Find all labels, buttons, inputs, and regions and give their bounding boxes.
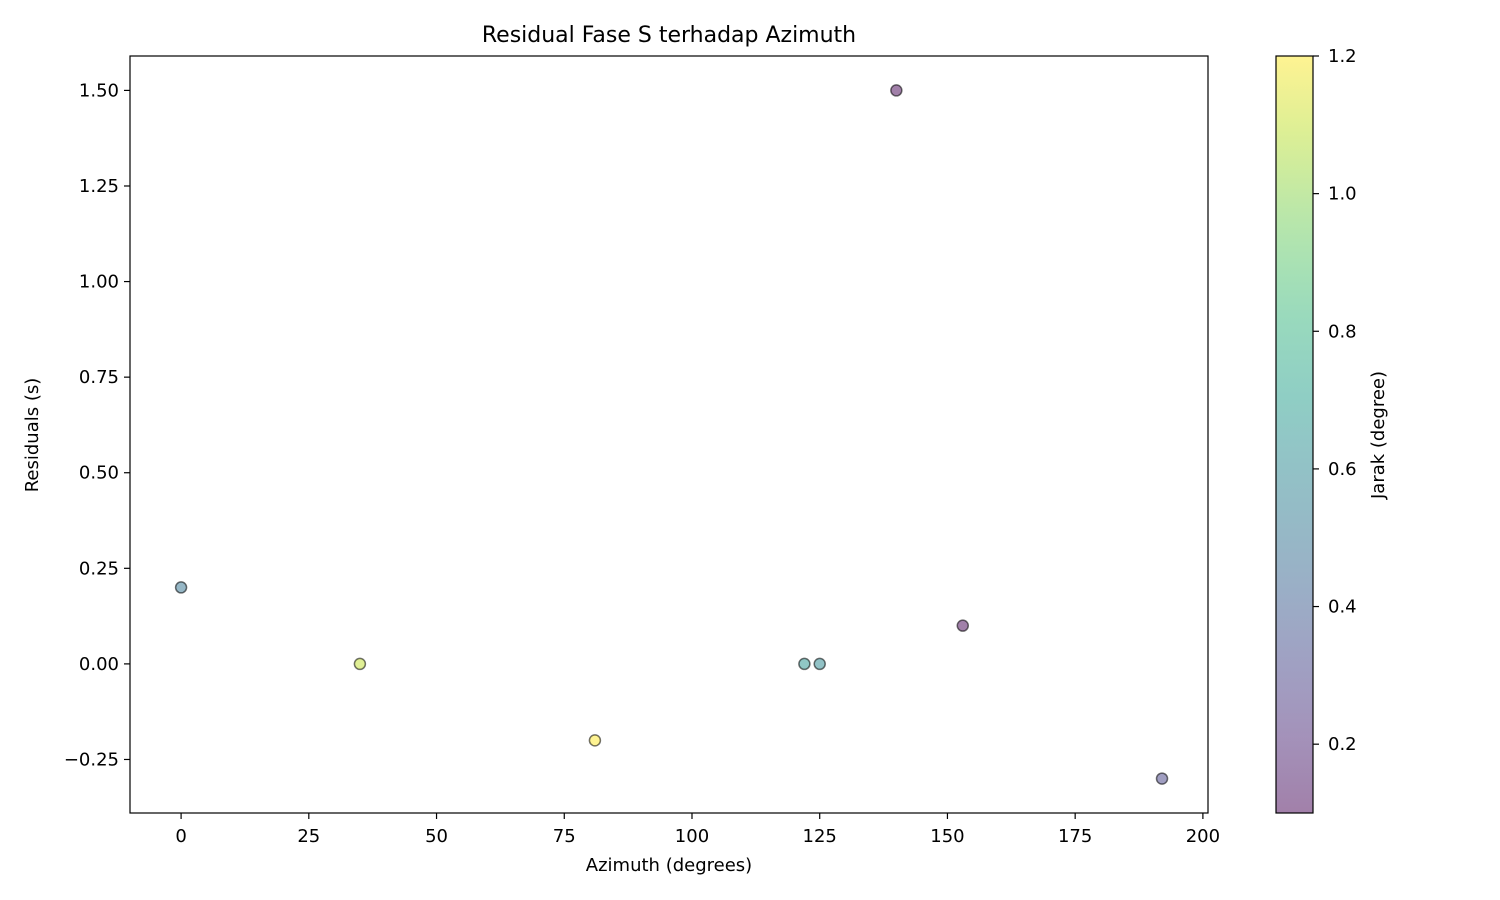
colorbar-gradient <box>1276 56 1313 813</box>
colorbar: 0.2 0.4 0.6 0.8 1.0 1.2 <box>1275 46 1357 814</box>
x-tick-label: 0 <box>175 826 186 847</box>
y-tick-label: −0.25 <box>64 749 119 770</box>
scatter-point <box>353 657 367 671</box>
colorbar-tick-label: 1.2 <box>1328 46 1357 67</box>
y-tick-label: 1.00 <box>79 272 119 293</box>
chart-title: Residual Fase S terhadap Azimuth <box>482 23 856 48</box>
y-axis-label: Residuals (s) <box>22 378 43 493</box>
x-tick-label: 125 <box>803 826 837 847</box>
y-tick-label: 0.50 <box>79 463 119 484</box>
scatter-point <box>798 657 811 671</box>
plot-frame <box>129 55 1209 814</box>
x-tick-label: 150 <box>930 826 964 847</box>
y-tick-label: 0.00 <box>79 654 119 675</box>
scatter-point <box>588 734 602 747</box>
plot-area: 0 25 50 75 100 125 150 175 200 −0.25 0.00 0.25 0.50 0… <box>64 55 1220 847</box>
x-axis-label: Azimuth (degrees) <box>586 855 752 876</box>
x-tick-label: 25 <box>297 826 320 847</box>
scatter-point <box>956 619 970 632</box>
colorbar-tick-label: 0.6 <box>1328 459 1357 480</box>
y-tick-label: 1.50 <box>79 80 119 101</box>
scatter-point <box>890 84 903 97</box>
x-tick-label: 75 <box>553 826 576 847</box>
x-tick-label: 50 <box>425 826 448 847</box>
y-tick-label: 1.25 <box>79 176 119 197</box>
colorbar-tick-label: 1.0 <box>1328 184 1357 205</box>
scatter-point <box>174 581 188 594</box>
y-tick-label: 0.75 <box>79 367 119 388</box>
x-tick-label: 200 <box>1186 826 1220 847</box>
colorbar-label: Jarak (degree) <box>1368 371 1389 500</box>
colorbar-tick-label: 0.8 <box>1328 321 1357 342</box>
colorbar-tick-label: 0.2 <box>1328 734 1357 755</box>
scatter-point <box>1155 772 1169 785</box>
colorbar-frame <box>1275 55 1314 814</box>
x-tick-label: 100 <box>675 826 709 847</box>
x-tick-label: 175 <box>1058 826 1092 847</box>
colorbar-tick-label: 0.4 <box>1328 597 1357 618</box>
scatter-point <box>813 657 826 671</box>
y-tick-label: 0.25 <box>79 558 119 579</box>
